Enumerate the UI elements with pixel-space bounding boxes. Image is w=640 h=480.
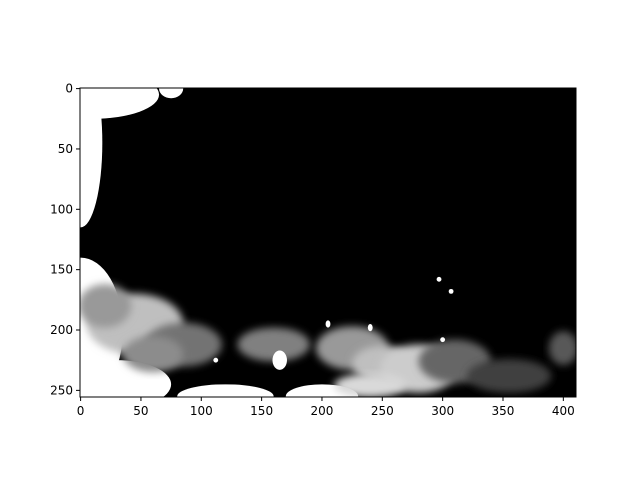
x-tick-label: 50 bbox=[133, 404, 148, 418]
x-tick-label: 100 bbox=[190, 404, 213, 418]
heatmap-region-11 bbox=[272, 350, 287, 370]
heatmap-region-3 bbox=[80, 88, 103, 228]
heatmap-region-20 bbox=[325, 320, 331, 328]
plot-frame bbox=[79, 87, 577, 398]
x-tick-label: 300 bbox=[431, 404, 454, 418]
x-tick-label: 0 bbox=[77, 404, 85, 418]
heatmap-region-19 bbox=[548, 331, 576, 366]
heatmap-region-21 bbox=[367, 323, 373, 332]
x-axis: 0 50 100 150 200 250 300 350 400 bbox=[77, 397, 575, 418]
heatmap-region-10 bbox=[237, 327, 310, 362]
heatmap-region-23 bbox=[448, 288, 454, 294]
y-tick-label: 100 bbox=[50, 202, 73, 216]
x-tick-label: 200 bbox=[311, 404, 334, 418]
heatmap-image bbox=[80, 88, 576, 397]
heatmap-region-16 bbox=[334, 373, 407, 397]
x-tick-label: 400 bbox=[552, 404, 575, 418]
heatmap-region-18 bbox=[466, 358, 552, 393]
heatmap-region-22 bbox=[436, 276, 442, 282]
heatmap-region-25 bbox=[213, 357, 219, 363]
heatmap-region-26 bbox=[86, 107, 92, 113]
x-tick-label: 150 bbox=[250, 404, 273, 418]
y-axis: 0 50 100 150 200 250 bbox=[50, 82, 80, 397]
x-tick-label: 250 bbox=[371, 404, 394, 418]
heatmap-region-9 bbox=[177, 384, 274, 397]
heatmap-region-6 bbox=[80, 284, 132, 328]
heatmap-region-24 bbox=[440, 337, 446, 343]
y-tick-label: 250 bbox=[50, 383, 73, 397]
y-tick-label: 0 bbox=[65, 82, 73, 96]
heatmap-region-4 bbox=[159, 88, 184, 99]
y-tick-label: 200 bbox=[50, 323, 73, 337]
x-tick-label: 350 bbox=[492, 404, 515, 418]
heatmap-region-8 bbox=[122, 336, 184, 373]
y-tick-label: 50 bbox=[58, 142, 73, 156]
y-tick-label: 150 bbox=[50, 263, 73, 277]
